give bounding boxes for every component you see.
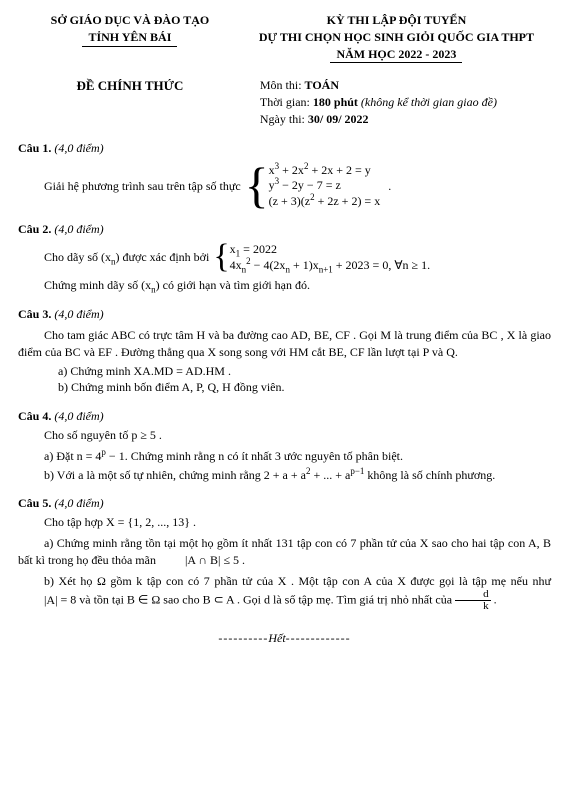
q3-p1: Cho tam giác ABC có trực tâm H và ba đườ… — [18, 327, 551, 361]
abs-expr: |A ∩ B| — [159, 552, 220, 569]
q2-eq2: 4xn2 − 4(2xn + 1)xn+1 + 2023 = 0, ∀n ≥ 1… — [230, 258, 430, 274]
subject-row: Môn thi: TOÁN — [260, 77, 551, 94]
subject-label: Môn thi: — [260, 78, 302, 92]
q4-a: a) Đặt n = 4p − 1. Chứng minh rằng n có … — [18, 448, 551, 465]
q2-system: { x1 = 2022 4xn2 − 4(2xn + 1)xn+1 + 2023… — [213, 242, 430, 273]
q1-header: Câu 1. (4,0 điểm) — [18, 140, 551, 157]
question-4: Câu 4. (4,0 điểm) Cho số nguyên tố p ≥ 5… — [18, 408, 551, 483]
q5-b: b) Xét họ Ω gồm k tập con có 7 phần tử c… — [18, 573, 551, 613]
question-5: Câu 5. (4,0 điểm) Cho tập hợp X = {1, 2,… — [18, 495, 551, 612]
q4-pts: (4,0 điểm) — [54, 409, 103, 423]
header-right: KỲ THI LẬP ĐỘI TUYỂN DỰ THI CHỌN HỌC SIN… — [242, 12, 551, 63]
q3-b: b) Chứng minh bốn điểm A, P, Q, H đồng v… — [18, 379, 551, 396]
question-2: Câu 2. (4,0 điểm) Cho dãy số (xn) được x… — [18, 221, 551, 294]
subject: TOÁN — [305, 78, 339, 92]
q1-pts: (4,0 điểm) — [54, 141, 103, 155]
question-3: Câu 3. (4,0 điểm) Cho tam giác ABC có tr… — [18, 306, 551, 396]
official-label: ĐỀ CHÍNH THỨC — [18, 77, 242, 95]
time-row: Thời gian: 180 phút (không kể thời gian … — [260, 94, 551, 111]
q1-equations: x3 + 2x2 + 2x + 2 = y y3 − 2y − 7 = z (z… — [269, 163, 381, 210]
q4-b: b) Với a là một số tự nhiên, chứng minh … — [18, 467, 551, 484]
time-label: Thời gian: — [260, 95, 310, 109]
q1-system: { x3 + 2x2 + 2x + 2 = y y3 − 2y − 7 = z … — [245, 163, 381, 210]
title-right: Môn thi: TOÁN Thời gian: 180 phút (không… — [242, 77, 551, 127]
exam-line3: NĂM HỌC 2022 - 2023 — [330, 46, 462, 64]
q1-eq3: (z + 3)(z2 + 2z + 2) = x — [269, 194, 381, 210]
date-val: 30/ 09/ 2022 — [308, 112, 369, 126]
brace-icon: { — [245, 163, 269, 208]
dots-left: ---------- — [218, 631, 268, 645]
q5-a: a) Chứng minh rằng tồn tại một họ gồm ít… — [18, 535, 551, 569]
q4-line1: Cho số nguyên tố p ≥ 5 . — [18, 427, 551, 444]
q2-eq1: x1 = 2022 — [230, 242, 430, 258]
header: SỞ GIÁO DỤC VÀ ĐÀO TẠO TỈNH YÊN BÁI KỲ T… — [18, 12, 551, 63]
q2-label: Câu 2. — [18, 222, 51, 236]
q2-line2: Chứng minh dãy số (xn) có giới hạn và tì… — [18, 277, 551, 294]
q1-label: Câu 1. — [18, 141, 51, 155]
fraction: dk — [455, 589, 491, 612]
q5-label: Câu 5. — [18, 496, 51, 510]
brace-icon: { — [213, 242, 229, 273]
end-label: Hết — [268, 631, 285, 645]
q3-a: a) Chứng minh XA.MD = AD.HM . — [18, 363, 551, 380]
q4-label: Câu 4. — [18, 409, 51, 423]
q5-header: Câu 5. (4,0 điểm) — [18, 495, 551, 512]
time-note: (không kể thời gian giao đề) — [361, 95, 497, 109]
dots-right: ------------- — [286, 631, 351, 645]
q3-label: Câu 3. — [18, 307, 51, 321]
question-1: Câu 1. (4,0 điểm) Giải hệ phương trình s… — [18, 140, 551, 210]
abs-expr: |A| — [18, 592, 57, 609]
q5-line1: Cho tập hợp X = {1, 2, ..., 13} . — [18, 514, 551, 531]
q3-header: Câu 3. (4,0 điểm) — [18, 306, 551, 323]
q2-pts: (4,0 điểm) — [54, 222, 103, 236]
footer: ----------Hết------------- — [18, 630, 551, 647]
title-left: ĐỀ CHÍNH THỨC — [18, 77, 242, 127]
province: TỈNH YÊN BÁI — [82, 29, 177, 47]
q3-pts: (4,0 điểm) — [54, 307, 103, 321]
date-row: Ngày thi: 30/ 09/ 2022 — [260, 111, 551, 128]
q2-header: Câu 2. (4,0 điểm) — [18, 221, 551, 238]
exam-line2: DỰ THI CHỌN HỌC SINH GIỎI QUỐC GIA THPT — [242, 29, 551, 46]
q1-eq1: x3 + 2x2 + 2x + 2 = y — [269, 163, 381, 179]
time-val: 180 phút — [313, 95, 358, 109]
q2-line1: Cho dãy số (xn) được xác định bởi { x1 =… — [18, 242, 551, 273]
q2-equations: x1 = 2022 4xn2 − 4(2xn + 1)xn+1 + 2023 =… — [230, 242, 430, 273]
date-label: Ngày thi: — [260, 112, 305, 126]
q2-text1: Cho dãy số (xn) được xác định bởi — [44, 249, 209, 266]
q5-pts: (4,0 điểm) — [54, 496, 103, 510]
q1-eq2: y3 − 2y − 7 = z — [269, 178, 381, 194]
header-left: SỞ GIÁO DỤC VÀ ĐÀO TẠO TỈNH YÊN BÁI — [18, 12, 242, 63]
q1-prompt: Giải hệ phương trình sau trên tập số thự… — [44, 178, 241, 195]
exam-line1: KỲ THI LẬP ĐỘI TUYỂN — [242, 12, 551, 29]
title-block: ĐỀ CHÍNH THỨC Môn thi: TOÁN Thời gian: 1… — [18, 77, 551, 127]
q1-dot: . — [388, 178, 391, 195]
q4-header: Câu 4. (4,0 điểm) — [18, 408, 551, 425]
dept: SỞ GIÁO DỤC VÀ ĐÀO TẠO — [18, 12, 242, 29]
q1-body: Giải hệ phương trình sau trên tập số thự… — [18, 163, 551, 210]
